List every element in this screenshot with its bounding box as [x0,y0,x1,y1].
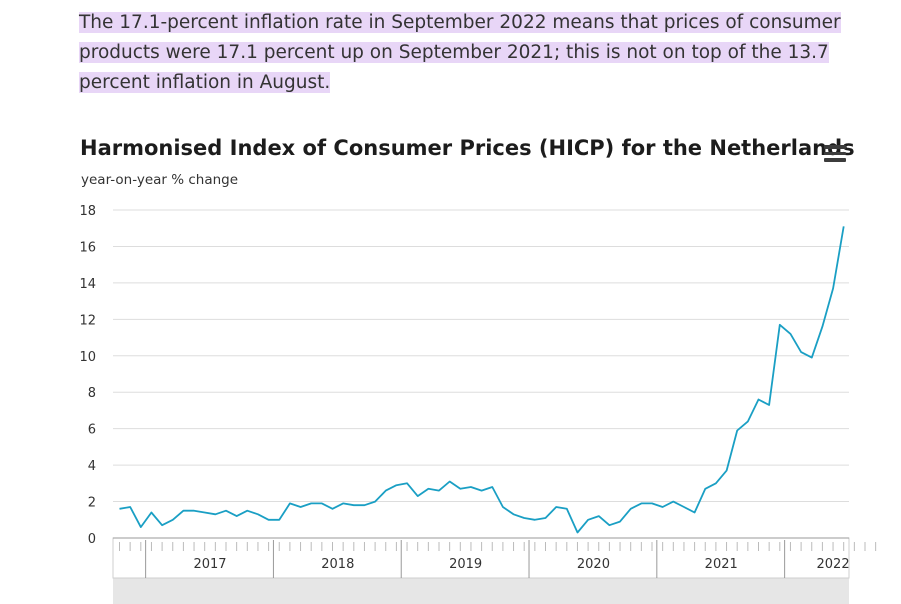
y-tick-label: 4 [88,459,96,474]
x-tick-label: 2019 [449,557,482,572]
y-tick-label: 2 [88,496,96,511]
y-tick-label: 10 [79,350,96,365]
y-tick-label: 18 [79,204,96,219]
x-tick-label: 2017 [193,557,226,572]
intro-text: The 17.1-percent inflation rate in Septe… [79,12,841,93]
hamburger-menu-icon[interactable] [824,145,846,163]
series-line [119,226,845,534]
y-tick-label: 14 [79,277,96,292]
line-chart: 0 2 4 6 8 10 12 14 16 18 2017 2018 2019 2020 2021 2022 [79,204,877,604]
chart-subtitle: year-on-year % change [81,172,239,188]
chart-title: Harmonised Index of Consumer Prices (HIC… [80,136,855,160]
x-tick-label: 2018 [321,557,354,572]
y-tick-label: 8 [88,386,96,401]
x-tick-label: 2021 [705,557,738,572]
x-tick-label: 2020 [577,557,610,572]
y-tick-label: 0 [88,532,96,547]
y-tick-label: 6 [88,423,96,438]
x-tick-label: 2022 [817,557,850,572]
intro-paragraph: The 17.1-percent inflation rate in Septe… [79,8,869,98]
y-tick-label: 16 [79,240,96,255]
y-tick-label: 12 [79,313,96,328]
